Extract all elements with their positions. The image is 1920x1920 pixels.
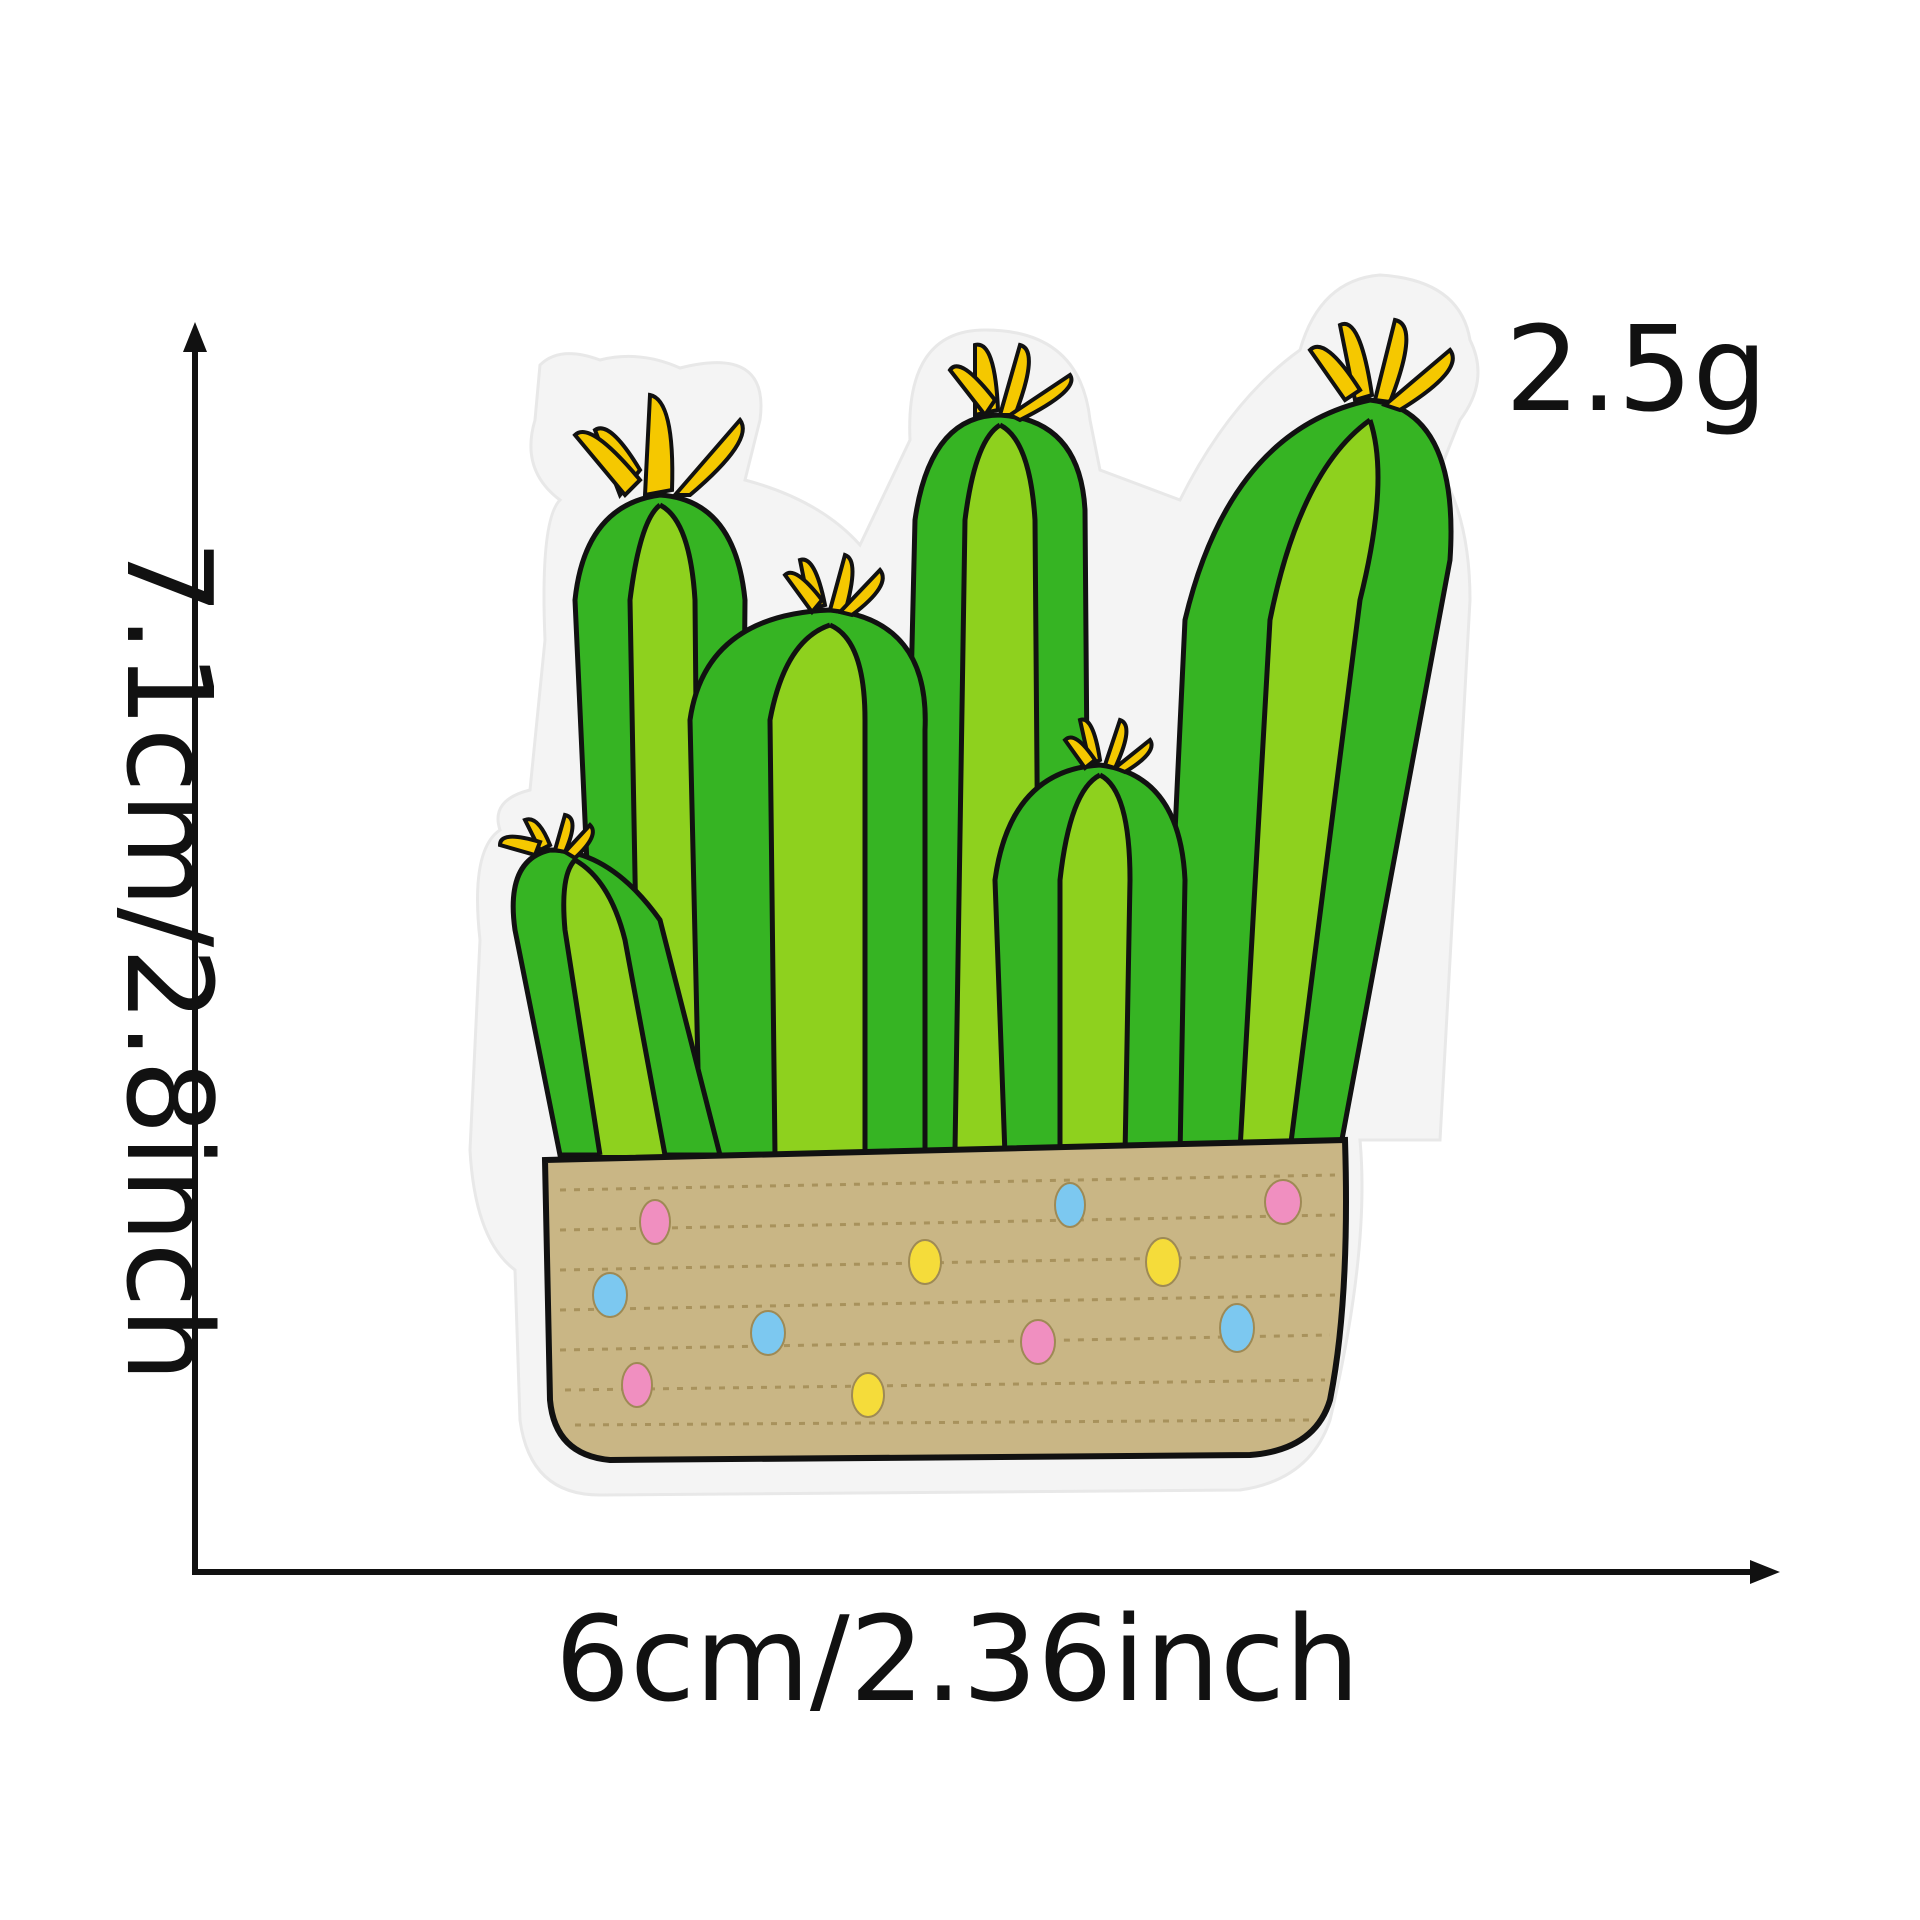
flower-small-right [1062, 717, 1154, 775]
weight-label: 2.5g [1505, 300, 1768, 438]
dimension-arrows [183, 322, 1780, 1584]
width-dimension-label: 6cm/2.36inch [555, 1590, 1360, 1728]
flower-small-left [497, 812, 595, 861]
pot-body [541, 1136, 1349, 1464]
pot-dots [592, 1179, 1302, 1418]
flower-tall-right [1307, 317, 1455, 413]
vertical-arrow-head [183, 322, 207, 352]
flower-group [497, 317, 1455, 861]
flower-middle-tall [947, 342, 1074, 423]
horizontal-arrow-head [1750, 1560, 1780, 1584]
flower-front-middle [782, 552, 885, 618]
cactus-group [510, 397, 1454, 1158]
planter-pot [541, 1136, 1349, 1464]
flower-top-left [572, 392, 745, 499]
height-dimension-label: 7.1cm/2.8inch [100, 540, 238, 1383]
pot-texture [559, 1173, 1336, 1427]
